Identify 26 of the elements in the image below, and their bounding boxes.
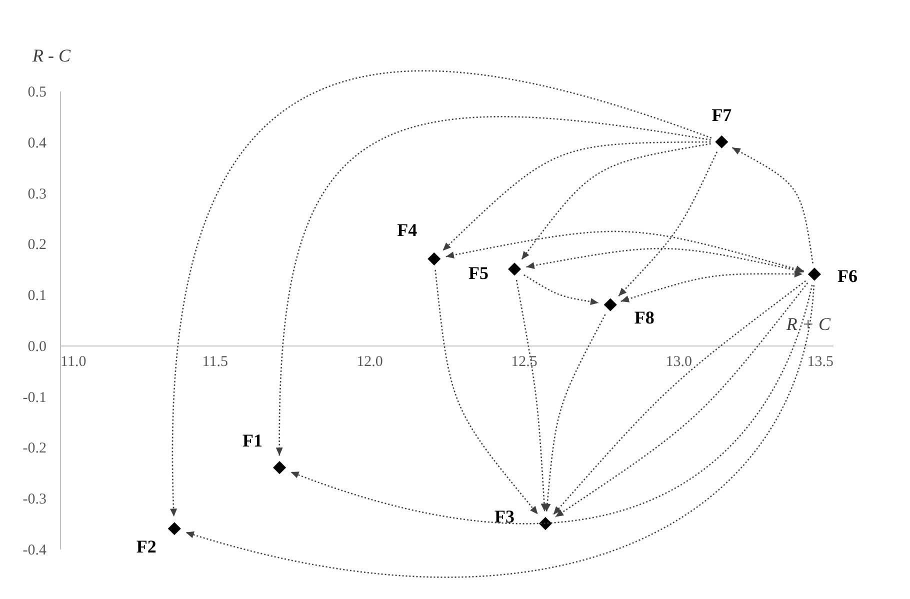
- y-tick-label: 0.1: [28, 288, 46, 304]
- y-tick-label: 0.4: [28, 135, 47, 152]
- y-tick-label: -0.4: [22, 542, 47, 558]
- annotation: F7: [712, 104, 732, 125]
- annotation: F5: [468, 263, 489, 284]
- y-tick-label: 0.0: [28, 338, 46, 355]
- x-tick-label: 11.5: [202, 354, 228, 370]
- annotation: F8: [634, 308, 654, 328]
- x-tick-label: 11.0: [60, 354, 86, 370]
- annotation: F4: [397, 220, 418, 240]
- x-tick-label: 12.5: [511, 354, 538, 370]
- annotation: F6: [837, 266, 858, 286]
- x-tick-label: 12.0: [356, 354, 383, 370]
- y-tick-label: -0.1: [22, 390, 46, 406]
- y-tick-label: 0.2: [28, 237, 46, 254]
- x-tick-label: 13.5: [807, 354, 834, 370]
- annotation: F2: [136, 536, 156, 557]
- annotation: F3: [494, 506, 514, 527]
- x-axis-title: R + C: [785, 314, 832, 334]
- y-axis-title: R - C: [32, 46, 72, 66]
- y-tick-label: -0.3: [22, 492, 46, 508]
- y-tick-label: -0.2: [22, 440, 46, 457]
- x-tick-label: 13.0: [666, 354, 692, 370]
- y-tick-label: 0.3: [28, 186, 46, 202]
- y-tick-label: 0.5: [28, 84, 46, 100]
- annotation: F1: [242, 430, 263, 451]
